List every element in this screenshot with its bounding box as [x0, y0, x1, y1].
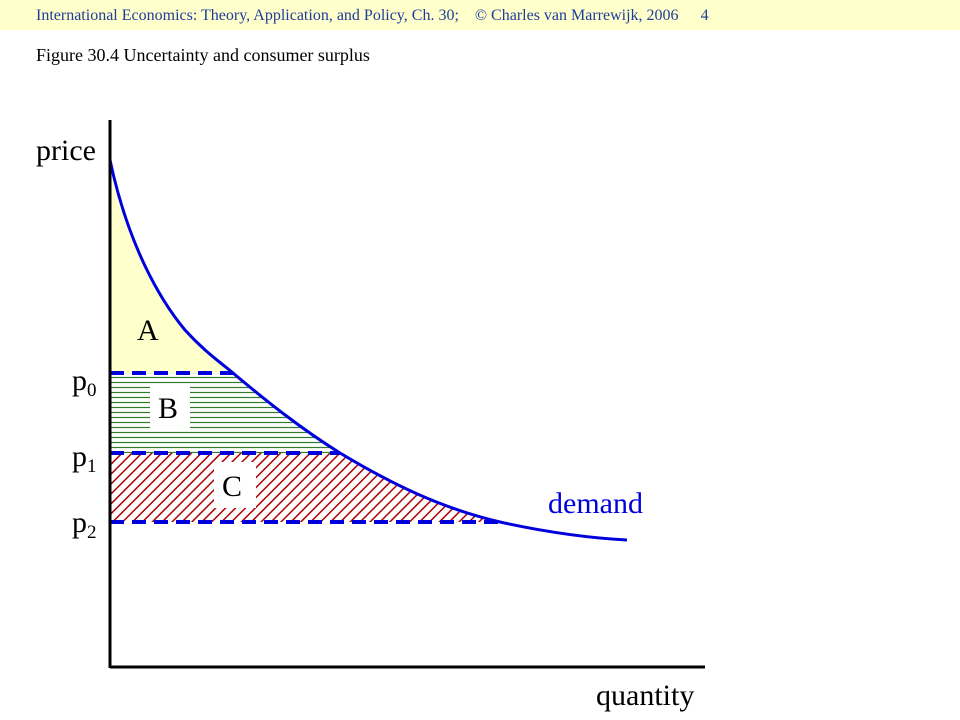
- region-a-area: [110, 160, 233, 373]
- book-title: International Economics: Theory, Applica…: [36, 7, 459, 24]
- region-b-area: [110, 373, 340, 453]
- figure-title: Figure 30.4 Uncertainty and consumer sur…: [36, 45, 370, 65]
- page-number: 4: [700, 7, 709, 24]
- price-label-p2: p2: [72, 506, 97, 543]
- header-band: [0, 0, 960, 30]
- copyright-notice: © Charles van Marrewijk, 2006: [474, 7, 679, 24]
- price-label-p1: p1: [72, 440, 97, 477]
- price-label-p0: p0: [72, 364, 97, 401]
- region-b-label-box: [150, 386, 190, 430]
- region-c-label-box: [214, 462, 256, 508]
- x-axis-label: quantity: [596, 679, 694, 712]
- y-axis-label: price: [36, 134, 96, 167]
- demand-curve: [108, 159, 628, 542]
- region-c-area: [110, 453, 500, 522]
- demand-label: demand: [548, 487, 643, 520]
- region-c-label: C: [222, 470, 242, 503]
- region-b-label: B: [158, 392, 178, 425]
- slide-header: International Economics: Theory, Applica…: [36, 7, 713, 25]
- region-a-label: A: [137, 314, 159, 347]
